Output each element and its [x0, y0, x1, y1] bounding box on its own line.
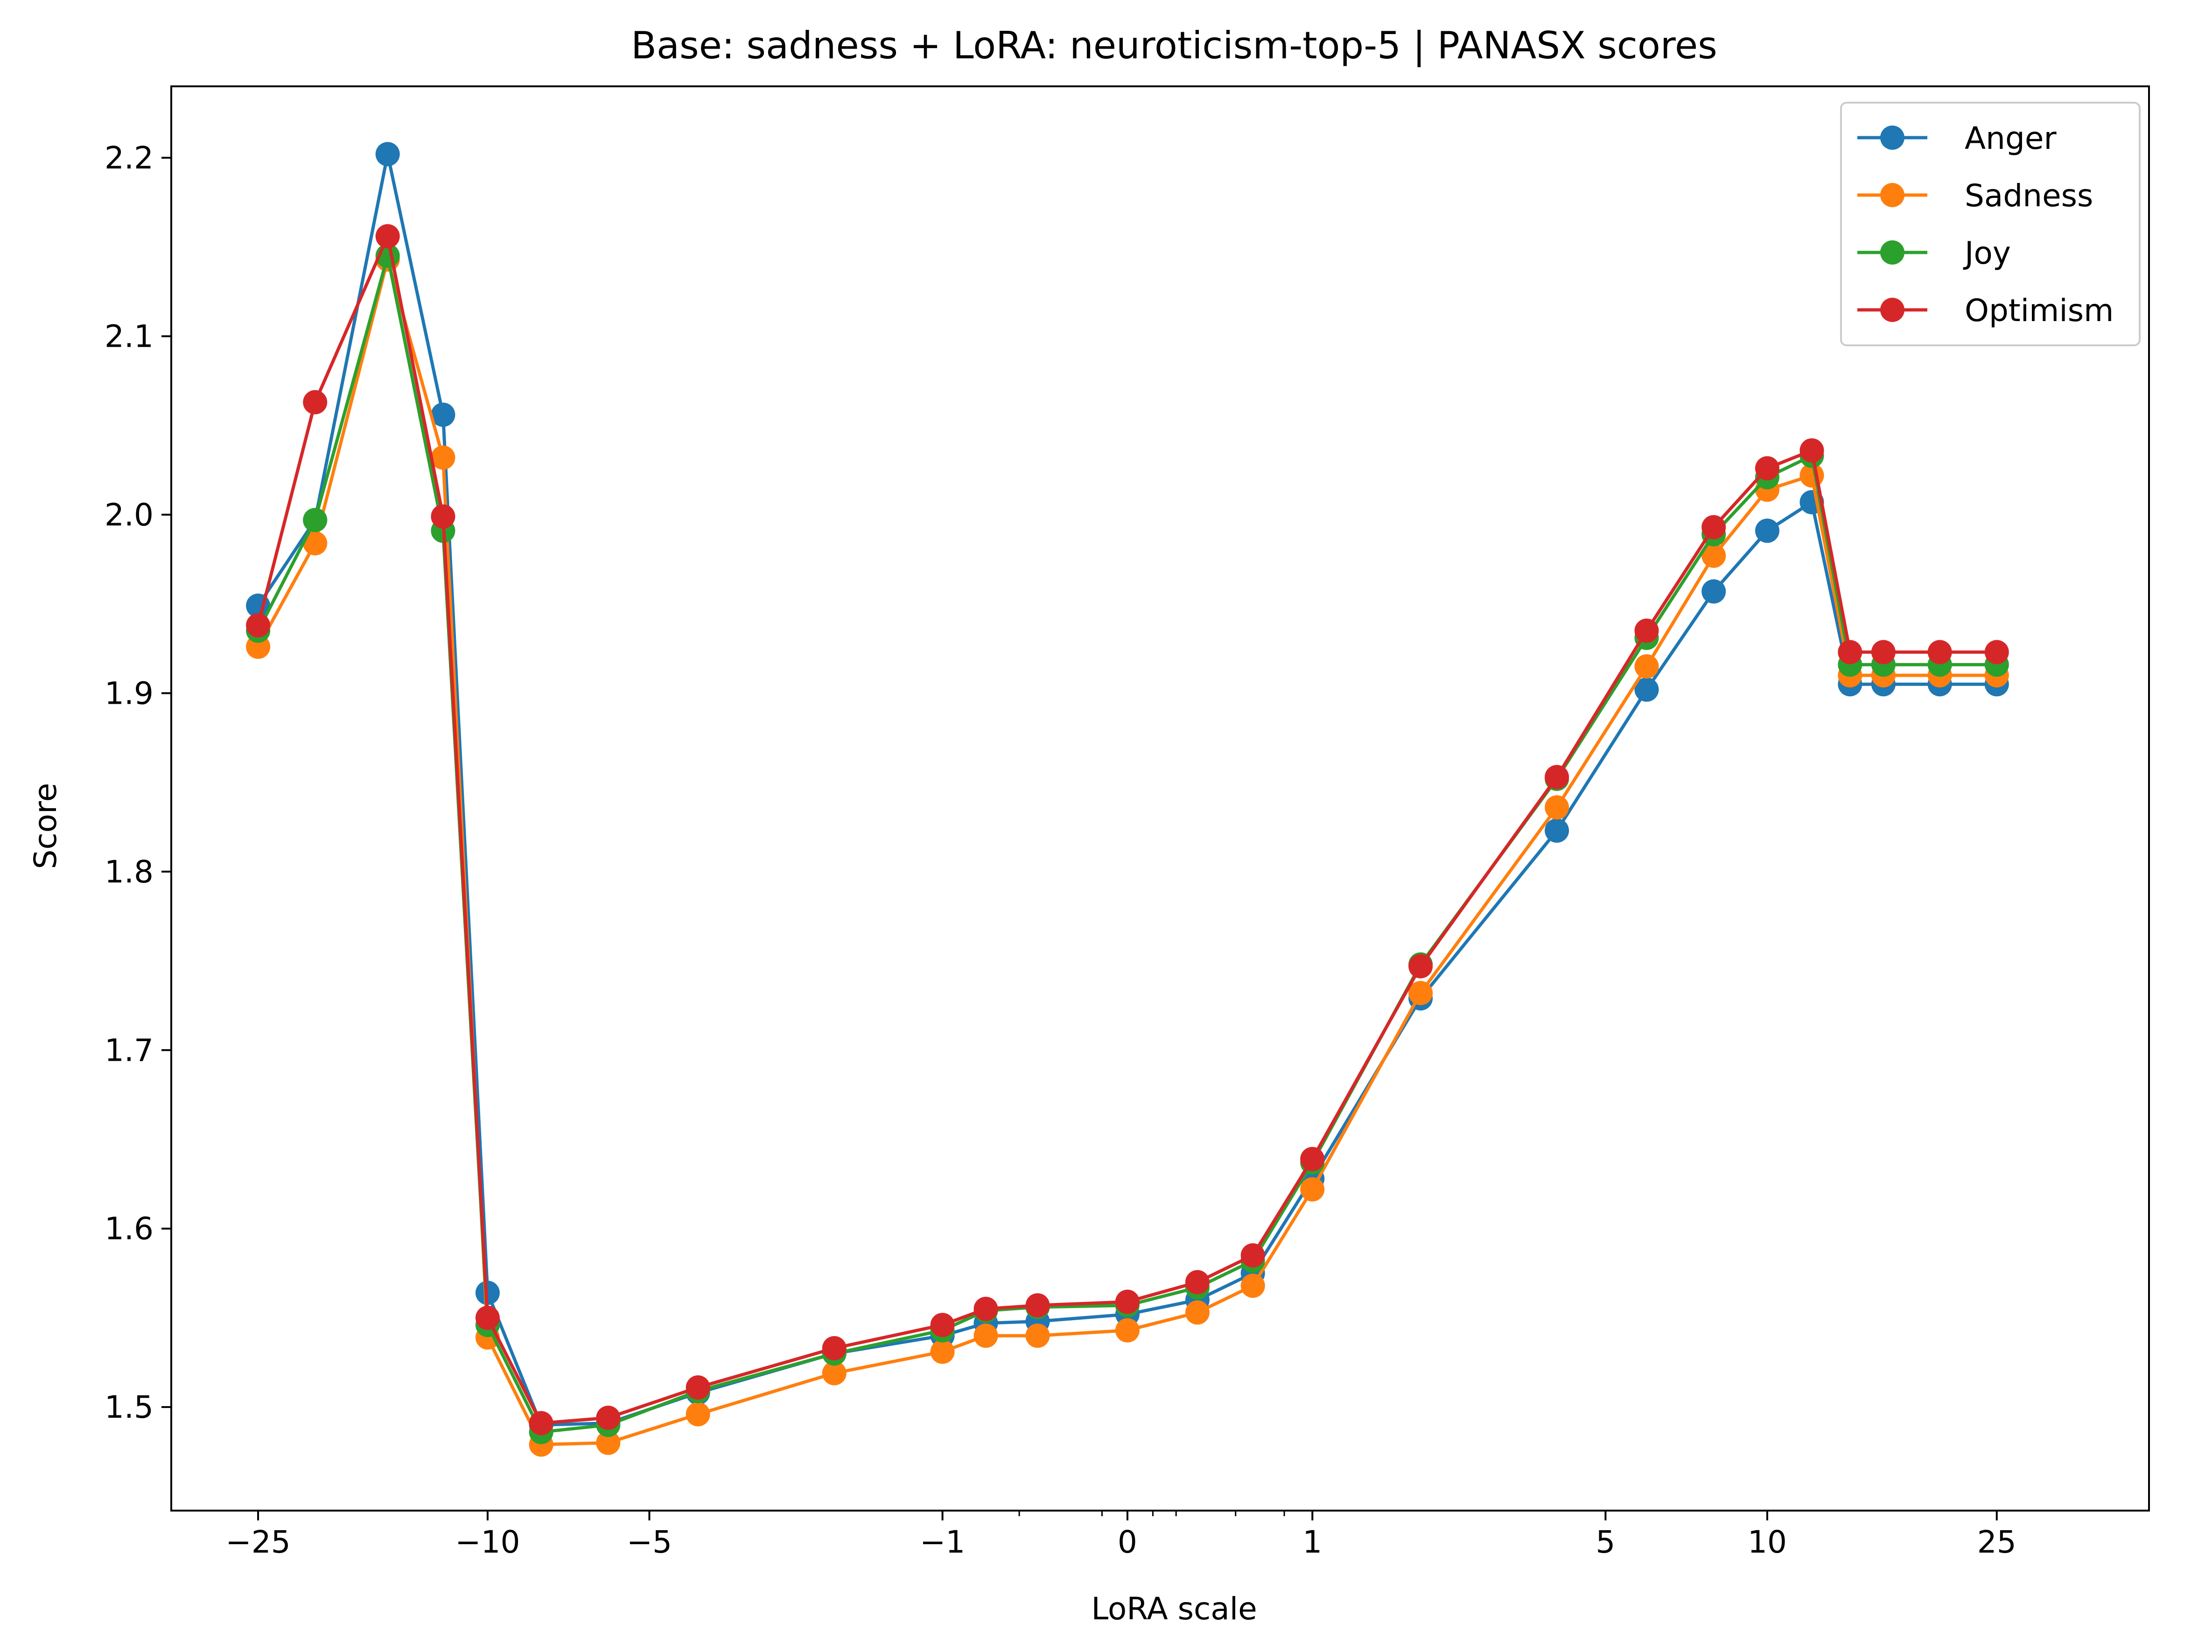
data-point-optimism	[930, 1313, 955, 1337]
data-point-anger	[431, 402, 455, 427]
series-layer	[246, 142, 2009, 1457]
data-point-optimism	[1838, 640, 1862, 665]
data-point-anger	[1755, 518, 1779, 543]
data-point-optimism	[303, 390, 328, 414]
data-point-optimism	[686, 1375, 710, 1400]
data-point-optimism	[1927, 640, 1952, 665]
data-point-optimism	[1240, 1243, 1265, 1268]
data-point-sadness	[1408, 980, 1433, 1005]
y-tick-label: 1.5	[105, 1389, 154, 1425]
legend-label: Joy	[1963, 235, 2011, 271]
legend-label: Sadness	[1965, 178, 2093, 214]
y-tick-label: 2.2	[105, 140, 154, 176]
plot-area	[170, 85, 2150, 1512]
data-point-optimism	[1185, 1270, 1210, 1295]
data-point-optimism	[1799, 438, 1824, 463]
data-point-optimism	[1545, 765, 1569, 790]
y-tick-label: 1.9	[105, 675, 154, 711]
legend-entry-optimism: Optimism	[1857, 293, 2114, 329]
data-point-sadness	[973, 1323, 998, 1348]
x-tick-label: 5	[1596, 1524, 1615, 1560]
data-point-optimism	[475, 1305, 500, 1330]
data-point-sadness	[1634, 654, 1659, 679]
data-point-sadness	[596, 1430, 621, 1455]
y-tick-label: 2.0	[105, 497, 154, 533]
legend-label: Anger	[1965, 120, 2057, 156]
x-tick-label: −1	[920, 1524, 965, 1560]
axes-layer: −25 −10 −5 −1 0 1 5 10 251.51.61.71.81.92.02.12.…	[105, 140, 2016, 1560]
series-optimism	[246, 224, 2009, 1435]
data-point-joy	[303, 508, 328, 532]
data-point-optimism	[1984, 640, 2009, 665]
data-point-sadness	[303, 531, 328, 556]
legend-entry-anger: Anger	[1857, 120, 2057, 156]
y-axis-label: Score	[28, 783, 63, 869]
data-point-optimism	[246, 613, 271, 637]
data-point-optimism	[1300, 1147, 1325, 1171]
data-point-optimism	[529, 1411, 553, 1435]
x-tick-label: 0	[1118, 1524, 1137, 1560]
data-point-anger	[1545, 818, 1569, 843]
x-tick-label: 25	[1977, 1524, 2016, 1560]
y-tick-label: 1.7	[105, 1032, 154, 1068]
data-point-optimism	[375, 224, 400, 249]
data-point-optimism	[822, 1336, 847, 1360]
data-point-optimism	[1025, 1293, 1050, 1318]
data-point-sadness	[822, 1361, 847, 1386]
data-point-sadness	[1545, 795, 1569, 820]
data-point-optimism	[1408, 954, 1433, 979]
legend-marker	[1880, 126, 1904, 150]
data-point-sadness	[1025, 1323, 1050, 1348]
legend-marker	[1880, 240, 1904, 265]
data-point-sadness	[1240, 1274, 1265, 1298]
x-axis-label: LoRA scale	[1091, 1591, 1257, 1627]
x-tick-label: −25	[225, 1524, 290, 1560]
legend-entry-sadness: Sadness	[1857, 178, 2093, 214]
data-point-anger	[375, 142, 400, 167]
x-tick-label: −10	[455, 1524, 520, 1560]
x-tick-label: 10	[1748, 1524, 1787, 1560]
legend: Anger Sadness Joy Optimism	[1840, 102, 2141, 346]
legend-label: Optimism	[1965, 293, 2114, 329]
data-point-sadness	[431, 445, 455, 470]
x-tick-label: −5	[627, 1524, 672, 1560]
data-point-sadness	[1185, 1300, 1210, 1325]
y-tick-label: 2.1	[105, 318, 154, 354]
data-point-optimism	[1634, 618, 1659, 643]
data-point-sadness	[1115, 1318, 1140, 1343]
x-tick-label: 1	[1302, 1524, 1322, 1560]
data-point-anger	[1701, 579, 1726, 604]
data-point-optimism	[596, 1406, 621, 1430]
legend-marker	[1880, 298, 1904, 322]
data-point-sadness	[1701, 543, 1726, 568]
data-point-sadness	[686, 1402, 710, 1427]
chart-title: Base: sadness + LoRA: neuroticism-top-5 …	[631, 24, 1717, 68]
data-point-optimism	[1755, 456, 1779, 481]
legend-marker	[1880, 183, 1904, 207]
data-point-sadness	[1300, 1177, 1325, 1202]
legend-entry-joy: Joy	[1857, 235, 2011, 271]
data-point-optimism	[1701, 515, 1726, 539]
data-point-anger	[1634, 677, 1659, 702]
data-point-optimism	[431, 504, 455, 529]
data-point-sadness	[930, 1339, 955, 1364]
legend-box	[1840, 102, 2141, 346]
data-point-optimism	[1871, 640, 1896, 665]
y-tick-label: 1.6	[105, 1211, 154, 1247]
data-point-optimism	[1115, 1289, 1140, 1314]
axes-frame	[170, 85, 2150, 1512]
data-point-optimism	[973, 1296, 998, 1321]
y-tick-label: 1.8	[105, 854, 154, 890]
